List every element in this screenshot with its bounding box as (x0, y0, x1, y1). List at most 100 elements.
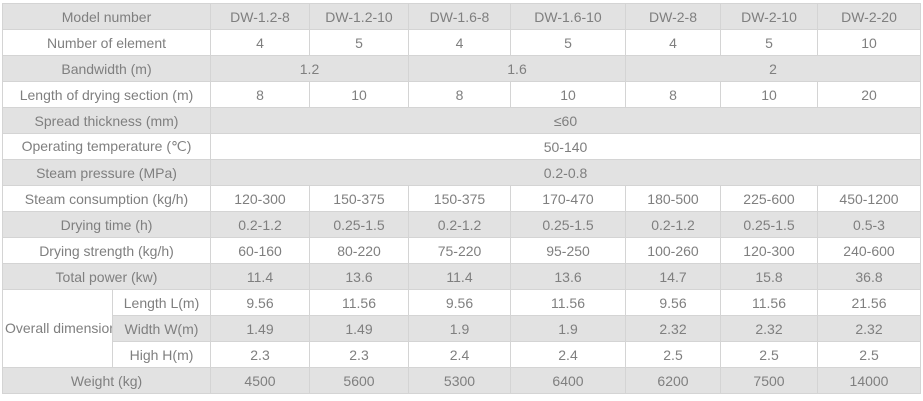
value-cell: 0.2-1.2 (408, 211, 511, 238)
value-cell: 10 (309, 81, 409, 108)
value-cell: 120-300 (720, 237, 818, 264)
row-label: Drying time (h) (2, 211, 211, 238)
row-dimension-high: High H(m) 2.3 2.3 2.4 2.4 2.5 2.5 2.5 (3, 341, 921, 368)
row-label: Operating temperature (℃) (2, 133, 211, 160)
model-header-cell: DW-1.6-10 (510, 3, 626, 30)
row-sublabel: Width W(m) (112, 315, 211, 342)
row-label: Weight (kg) (2, 367, 211, 394)
value-cell: 5 (720, 29, 818, 56)
row-length-of-drying-section: Length of drying section (m) 8 10 8 10 8… (2, 81, 921, 108)
value-cell: 9.56 (625, 289, 721, 316)
value-cell: 1.49 (309, 315, 409, 342)
value-cell: 11.56 (720, 289, 818, 316)
row-operating-temperature: Operating temperature (℃) 50-140 (2, 133, 921, 160)
merged-value-cell: 1.6 (408, 55, 626, 82)
value-cell: 13.6 (309, 263, 409, 290)
value-cell: 8 (210, 81, 310, 108)
row-model-number: Model number DW-1.2-8 DW-1.2-10 DW-1.6-8… (2, 3, 921, 30)
value-cell: 4500 (210, 367, 310, 394)
row-label: Length of drying section (m) (2, 81, 211, 108)
value-cell: 120-300 (210, 185, 310, 212)
row-spread-thickness: Spread thickness (mm) ≤60 (2, 107, 921, 134)
model-header-cell: DW-2-20 (817, 3, 921, 30)
row-dimension-length: Overall dimension Length L(m) 9.56 11.56… (2, 289, 921, 368)
value-cell: 180-500 (625, 185, 721, 212)
full-span-value-cell: 50-140 (210, 133, 921, 160)
value-cell: 1.9 (408, 315, 511, 342)
value-cell: 60-160 (210, 237, 310, 264)
value-cell: 10 (817, 29, 921, 56)
value-cell: 4 (408, 29, 511, 56)
model-header-cell: DW-1.2-8 (210, 3, 310, 30)
row-label: Steam pressure (MPa) (2, 159, 211, 186)
row-label: Total power (kw) (2, 263, 211, 290)
row-label: Steam consumption (kg/h) (2, 185, 211, 212)
value-cell: 11.56 (309, 289, 409, 316)
value-cell: 1.9 (510, 315, 626, 342)
value-cell: 9.56 (210, 289, 310, 316)
value-cell: 11.4 (210, 263, 310, 290)
value-cell: 150-375 (309, 185, 409, 212)
value-cell: 36.8 (817, 263, 921, 290)
row-label: Drying strength (kg/h) (2, 237, 211, 264)
value-cell: 450-1200 (817, 185, 921, 212)
row-number-of-element: Number of element 4 5 4 5 4 5 10 (2, 29, 921, 56)
value-cell: 75-220 (408, 237, 511, 264)
value-cell: 4 (625, 29, 721, 56)
value-cell: 5300 (408, 367, 511, 394)
value-cell: 0.25-1.5 (309, 211, 409, 238)
row-label: Spread thickness (mm) (2, 107, 211, 134)
value-cell: 7500 (720, 367, 818, 394)
value-cell: 6400 (510, 367, 626, 394)
spec-table: Model number DW-1.2-8 DW-1.2-10 DW-1.6-8… (2, 3, 921, 394)
row-label: Model number (2, 3, 211, 30)
value-cell: 150-375 (408, 185, 511, 212)
value-cell: 15.8 (720, 263, 818, 290)
value-cell: 2.5 (625, 341, 721, 368)
row-weight: Weight (kg) 4500 5600 5300 6400 6200 750… (2, 367, 921, 394)
value-cell: 10 (510, 81, 626, 108)
value-cell: 0.25-1.5 (510, 211, 626, 238)
value-cell: 4 (210, 29, 310, 56)
row-drying-strength: Drying strength (kg/h) 60-160 80-220 75-… (2, 237, 921, 264)
value-cell: 10 (720, 81, 818, 108)
value-cell: 0.2-1.2 (625, 211, 721, 238)
merged-value-cell: 2 (625, 55, 921, 82)
value-cell: 8 (408, 81, 511, 108)
row-dimension-width: Width W(m) 1.49 1.49 1.9 1.9 2.32 2.32 2… (3, 315, 921, 342)
value-cell: 225-600 (720, 185, 818, 212)
value-cell: 100-260 (625, 237, 721, 264)
row-bandwidth: Bandwidth (m) 1.2 1.6 2 (2, 55, 921, 82)
value-cell: 2.32 (817, 315, 921, 342)
value-cell: 0.25-1.5 (720, 211, 818, 238)
value-cell: 80-220 (309, 237, 409, 264)
dimension-group-label: Overall dimension (2, 289, 113, 368)
row-steam-pressure: Steam pressure (MPa) 0.2-0.8 (2, 159, 921, 186)
value-cell: 11.56 (510, 289, 626, 316)
value-cell: 2.3 (210, 341, 310, 368)
value-cell: 9.56 (408, 289, 511, 316)
value-cell: 0.2-1.2 (210, 211, 310, 238)
value-cell: 2.5 (817, 341, 921, 368)
value-cell: 2.3 (309, 341, 409, 368)
value-cell: 2.4 (510, 341, 626, 368)
value-cell: 8 (625, 81, 721, 108)
model-header-cell: DW-1.2-10 (309, 3, 409, 30)
value-cell: 20 (817, 81, 921, 108)
value-cell: 14000 (817, 367, 921, 394)
value-cell: 2.4 (408, 341, 511, 368)
row-sublabel: Length L(m) (112, 289, 211, 316)
row-label: Number of element (2, 29, 211, 56)
value-cell: 95-250 (510, 237, 626, 264)
value-cell: 11.4 (408, 263, 511, 290)
value-cell: 0.5-3 (817, 211, 921, 238)
row-label: Bandwidth (m) (2, 55, 211, 82)
value-cell: 2.32 (720, 315, 818, 342)
value-cell: 13.6 (510, 263, 626, 290)
value-cell: 2.32 (625, 315, 721, 342)
value-cell: 5 (309, 29, 409, 56)
value-cell: 21.56 (817, 289, 921, 316)
full-span-value-cell: ≤60 (210, 107, 921, 134)
merged-value-cell: 1.2 (210, 55, 409, 82)
